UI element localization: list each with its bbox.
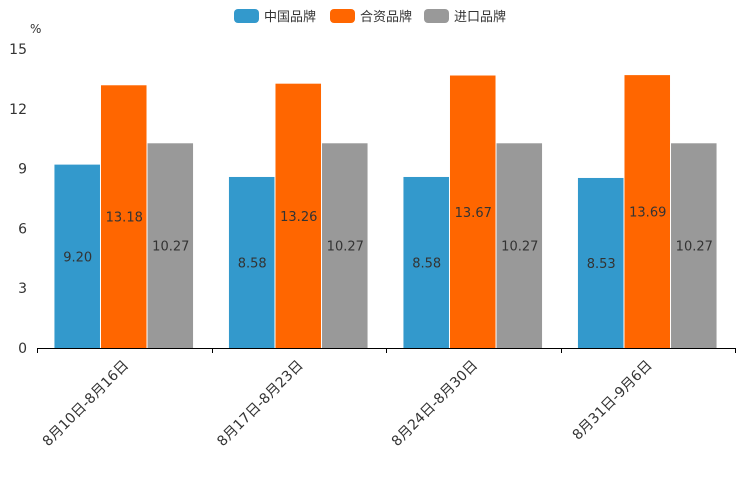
bar-3 xyxy=(147,143,194,348)
legend-swatch-2 xyxy=(330,9,355,23)
x-tick-label: 8月17日-8月23日 xyxy=(214,358,306,450)
legend-label: 进口品牌 xyxy=(454,9,506,25)
bar-3 xyxy=(322,143,368,348)
x-tick-label: 8月31日-9月6日 xyxy=(570,358,656,444)
bar-3 xyxy=(671,143,717,348)
data-label: 10.27 xyxy=(327,240,364,255)
legend-label: 中国品牌 xyxy=(264,9,316,25)
bar-2 xyxy=(449,75,496,349)
data-label: 8.53 xyxy=(587,257,616,272)
bar-1 xyxy=(54,164,100,348)
data-label: 8.58 xyxy=(238,256,267,271)
y-tick-label: 9 xyxy=(18,162,27,178)
y-axis-unit-label: % xyxy=(30,22,41,36)
bar-3 xyxy=(496,143,543,348)
data-label: 13.26 xyxy=(280,210,317,225)
data-label: 10.27 xyxy=(152,240,189,255)
x-tick-label: 8月10日-8月16日 xyxy=(40,358,132,450)
x-tick-label: 8月24日-8月30日 xyxy=(389,358,481,450)
bar-1 xyxy=(577,177,624,348)
legend-swatch-1 xyxy=(234,9,259,23)
data-label: 9.20 xyxy=(63,250,92,265)
bar-1 xyxy=(403,176,449,348)
data-label: 13.69 xyxy=(629,206,666,221)
bar-2 xyxy=(275,83,322,349)
data-label: 13.67 xyxy=(455,206,492,221)
y-tick-label: 15 xyxy=(9,42,27,58)
legend-swatch-3 xyxy=(424,9,449,23)
bar-1 xyxy=(228,176,275,348)
data-label: 10.27 xyxy=(501,240,538,255)
data-label: 13.18 xyxy=(106,211,143,226)
data-label: 8.58 xyxy=(412,256,441,271)
y-tick-label: 3 xyxy=(18,281,27,297)
y-tick-label: 0 xyxy=(18,341,27,357)
data-label: 10.27 xyxy=(676,240,713,255)
bar-2 xyxy=(624,75,671,348)
y-tick-label: 6 xyxy=(18,221,27,237)
y-tick-label: 12 xyxy=(9,102,27,118)
legend-label: 合资品牌 xyxy=(360,9,412,25)
bar-2 xyxy=(100,85,147,349)
